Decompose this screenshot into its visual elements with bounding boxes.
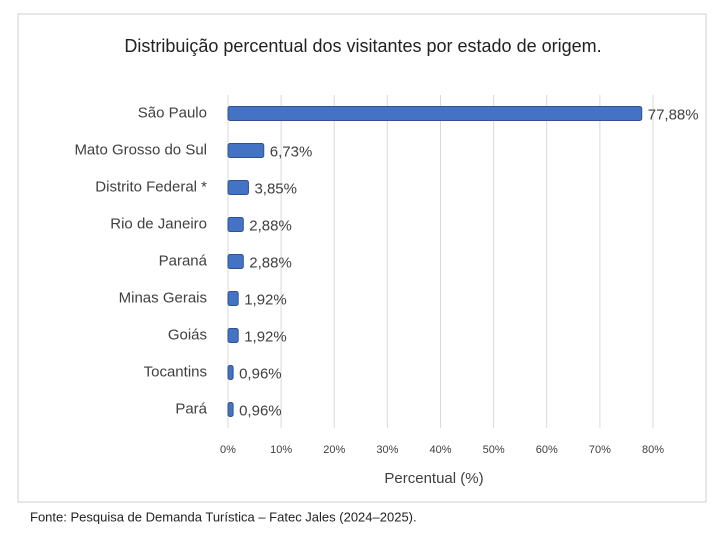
bar xyxy=(227,106,643,121)
value-label: 3,85% xyxy=(254,180,297,197)
chart-frame xyxy=(17,13,707,503)
y-tick-label: Tocantins xyxy=(144,363,207,380)
x-tick-label: 40% xyxy=(429,444,451,456)
value-label: 0,96% xyxy=(239,402,282,419)
bar xyxy=(227,291,239,306)
x-tick-label: 70% xyxy=(589,444,611,456)
y-tick-label: São Paulo xyxy=(138,104,207,121)
x-tick-label: 50% xyxy=(483,444,505,456)
value-label: 0,96% xyxy=(239,365,282,382)
y-tick-label: Mato Grosso do Sul xyxy=(74,141,207,158)
value-label: 2,88% xyxy=(249,254,292,271)
value-label: 77,88% xyxy=(648,106,699,123)
x-tick-label: 60% xyxy=(536,444,558,456)
bar xyxy=(227,328,239,343)
x-tick-label: 30% xyxy=(376,444,398,456)
x-axis-label: Percentual (%) xyxy=(384,470,483,487)
bar xyxy=(227,143,265,158)
y-tick-label: Paraná xyxy=(159,252,208,269)
x-tick-label: 10% xyxy=(270,444,292,456)
value-label: 6,73% xyxy=(270,143,313,160)
y-tick-label: Distrito Federal * xyxy=(95,178,207,195)
x-tick-label: 20% xyxy=(323,444,345,456)
chart-title: Distribuição percentual dos visitantes p… xyxy=(124,36,601,56)
y-tick-label: Minas Gerais xyxy=(119,289,207,306)
bar xyxy=(227,365,234,380)
value-label: 1,92% xyxy=(244,291,287,308)
x-tick-label: 0% xyxy=(220,444,236,456)
y-tick-label: Goiás xyxy=(168,326,207,343)
y-tick-label: Pará xyxy=(175,400,207,417)
bar xyxy=(227,254,244,269)
bar xyxy=(227,217,244,232)
bar xyxy=(227,402,234,417)
bar xyxy=(227,180,249,195)
x-tick-label: 80% xyxy=(642,444,664,456)
y-tick-label: Rio de Janeiro xyxy=(110,215,207,232)
source-note: Fonte: Pesquisa de Demanda Turística – F… xyxy=(30,509,417,524)
value-label: 1,92% xyxy=(244,328,287,345)
value-label: 2,88% xyxy=(249,217,292,234)
